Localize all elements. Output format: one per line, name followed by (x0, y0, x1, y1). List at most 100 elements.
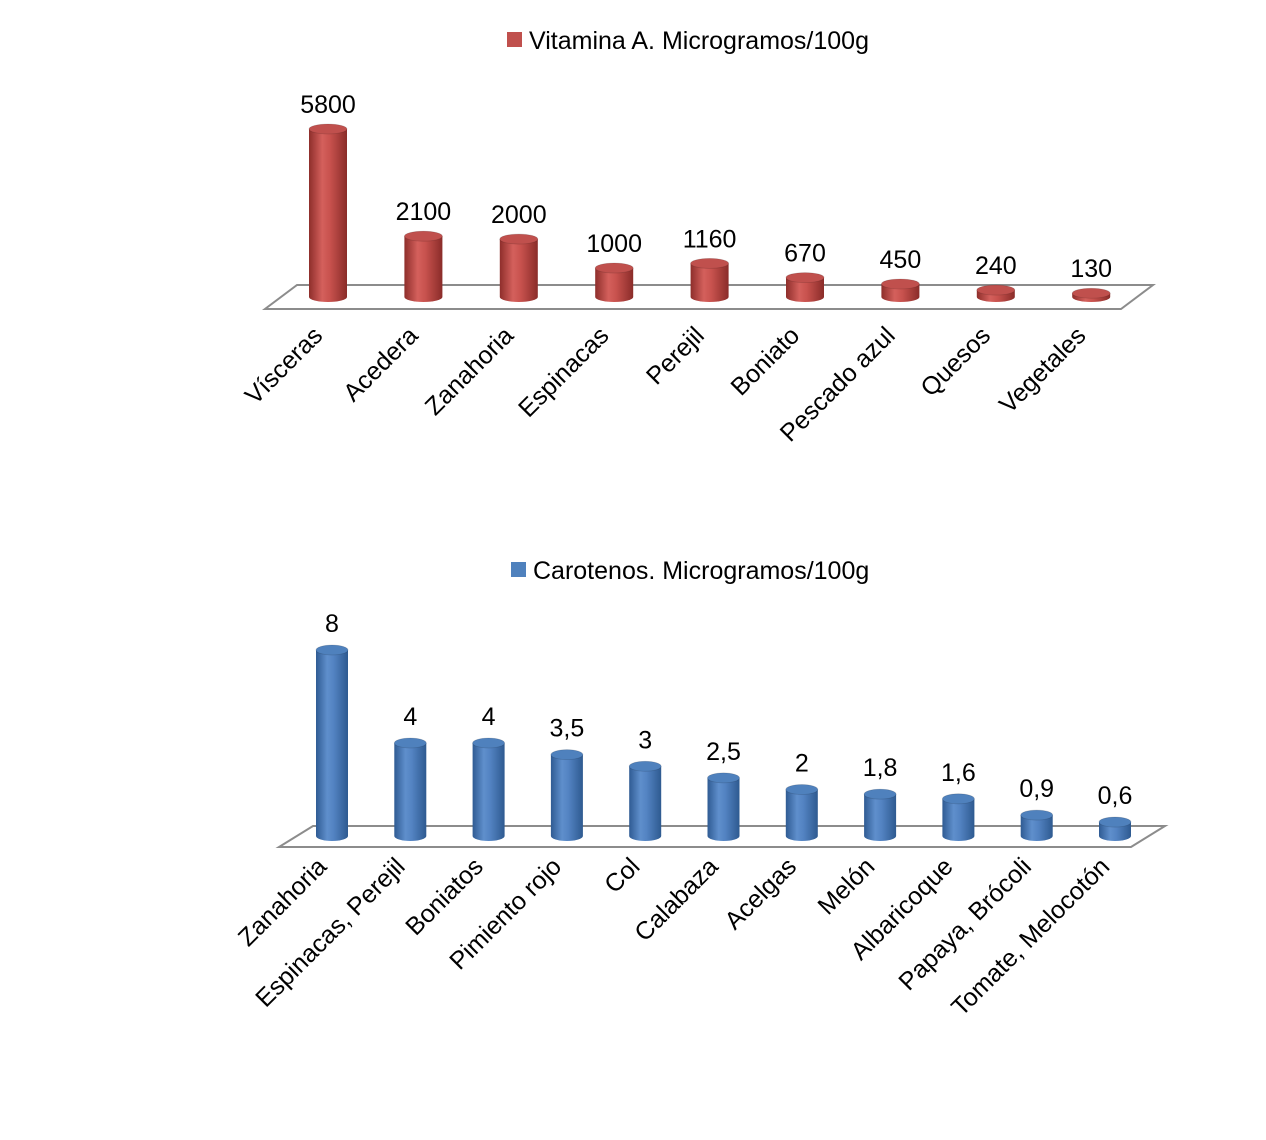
bar-top (690, 257, 729, 269)
legend-swatch-vitamina-a (507, 32, 522, 47)
category-label-carotenos-espinacas-perejil: Espinacas, Perejil (250, 852, 410, 1012)
bar-top (628, 760, 662, 772)
bar-carotenos-papaya-brocoli (1020, 809, 1054, 841)
value-label-vitamina-a-visceras: 5800 (300, 91, 356, 119)
legend-carotenos: Carotenos. Microgramos/100g (511, 557, 869, 585)
bar-body (942, 798, 975, 841)
value-label-vitamina-a-espinacas: 1000 (586, 230, 642, 258)
category-label-vitamina-a-quesos: Quesos (915, 321, 996, 402)
bar-top (308, 123, 348, 135)
category-label-vitamina-a-perejil: Perejil (641, 321, 710, 390)
bar-vitamina-a-acedera (403, 230, 443, 302)
bar-top (1071, 287, 1111, 299)
value-label-carotenos-acelgas: 2 (795, 750, 809, 778)
bar-top (785, 272, 825, 283)
bar-body (316, 650, 348, 841)
category-label-carotenos-calabaza: Calabaza (629, 852, 724, 947)
value-labels-vitamina-a: 5800 2100 2000 1000 1160 670 450 240 130 (300, 91, 1112, 283)
bar-top (1098, 816, 1132, 828)
bar-vitamina-a-boniato (785, 272, 825, 302)
bar-top (499, 233, 539, 245)
bar-body (394, 743, 427, 841)
category-label-vitamina-a-boniato: Boniato (725, 321, 805, 401)
value-label-carotenos-melon: 1,8 (863, 754, 898, 782)
bar-top (707, 772, 740, 784)
legend-label-carotenos: Carotenos. Microgramos/100g (533, 557, 869, 585)
bar-body (629, 766, 662, 841)
category-label-carotenos-melon: Melón (812, 852, 880, 920)
bar-carotenos-zanahoria (315, 644, 349, 841)
category-label-carotenos-acelgas: Acelgas (719, 852, 802, 935)
bars-vitamina-a (308, 123, 1111, 302)
bar-body (1020, 815, 1053, 841)
value-label-carotenos-tomate-melocoton: 0,6 (1098, 782, 1133, 810)
bar-body (881, 283, 920, 302)
bar-body (550, 754, 583, 841)
value-label-carotenos-col: 3 (638, 726, 652, 754)
bar-vitamina-a-visceras (308, 123, 348, 302)
value-label-vitamina-a-zanahoria: 2000 (491, 201, 547, 229)
bar-carotenos-pimiento-rojo (550, 749, 584, 841)
bar-top (472, 737, 506, 749)
bar-carotenos-boniatos (472, 737, 506, 841)
chart-carotenos: Carotenos. Microgramos/100g 8 4 4 3,5 3 2,5 2 1… (233, 557, 1169, 1022)
value-label-carotenos-boniatos: 4 (482, 703, 496, 731)
category-label-vitamina-a-vegetales: Vegetales (994, 321, 1091, 418)
value-label-vitamina-a-quesos: 240 (975, 252, 1017, 280)
value-label-carotenos-espinacas-perejil: 4 (403, 703, 417, 731)
bar-top (785, 784, 819, 795)
bar-vitamina-a-pescado-azul (881, 278, 920, 302)
bar-vitamina-a-quesos (976, 284, 1016, 302)
category-label-vitamina-a-visceras: Vísceras (240, 321, 329, 410)
bar-body (499, 239, 538, 302)
value-label-carotenos-zanahoria: 8 (325, 610, 339, 638)
bar-vitamina-a-perejil (690, 257, 729, 302)
bar-body (595, 268, 634, 302)
bar-top (881, 278, 920, 290)
legend-label-vitamina-a: Vitamina A. Microgramos/100g (529, 27, 869, 55)
bar-carotenos-espinacas-perejil (393, 737, 427, 841)
category-label-vitamina-a-zanahoria: Zanahoria (420, 321, 519, 420)
bar-body (864, 794, 897, 841)
bar-carotenos-albaricoque (942, 793, 975, 841)
category-label-vitamina-a-acedera: Acedera (338, 321, 424, 407)
bar-body (472, 743, 505, 841)
value-label-carotenos-calabaza: 2,5 (706, 738, 741, 766)
bar-carotenos-acelgas (785, 784, 819, 841)
bar-top (976, 284, 1016, 296)
value-label-vitamina-a-boniato: 670 (784, 240, 826, 268)
bar-body (309, 129, 347, 302)
chart-vitamina-a: Vitamina A. Microgramos/100g 5800 2100 200… (240, 27, 1156, 447)
category-label-carotenos-papaya-brocoli: Papaya, Brócoli (893, 852, 1037, 996)
bar-top (863, 788, 897, 800)
bar-top (315, 644, 349, 656)
bar-top (942, 793, 975, 805)
value-label-carotenos-pimiento-rojo: 3,5 (550, 715, 585, 743)
bar-top (1020, 809, 1054, 821)
bar-body (1099, 822, 1131, 841)
bar-top (594, 262, 634, 274)
legend-swatch-carotenos (511, 562, 526, 577)
bar-body (404, 236, 443, 302)
category-label-vitamina-a-espinacas: Espinacas (513, 321, 614, 422)
category-label-carotenos-col: Col (599, 852, 645, 898)
bar-body (785, 789, 818, 841)
bar-carotenos-calabaza (707, 772, 740, 841)
bar-body (690, 263, 729, 302)
bar-body (707, 777, 740, 841)
bars-carotenos (315, 644, 1132, 841)
bar-vitamina-a-zanahoria (499, 233, 539, 302)
bar-carotenos-melon (863, 788, 897, 841)
bar-vitamina-a-vegetales (1071, 287, 1111, 302)
value-label-carotenos-albaricoque: 1,6 (941, 759, 976, 787)
value-labels-carotenos: 8 4 4 3,5 3 2,5 2 1,8 1,6 0,9 0,6 (325, 610, 1132, 810)
value-label-vitamina-a-perejil: 1160 (683, 225, 737, 253)
bar-body (786, 277, 824, 302)
value-label-carotenos-papaya-brocoli: 0,9 (1019, 775, 1054, 803)
value-label-vitamina-a-vegetales: 130 (1070, 255, 1112, 283)
value-label-vitamina-a-pescado-azul: 450 (880, 246, 922, 274)
legend-vitamina-a: Vitamina A. Microgramos/100g (507, 27, 869, 55)
